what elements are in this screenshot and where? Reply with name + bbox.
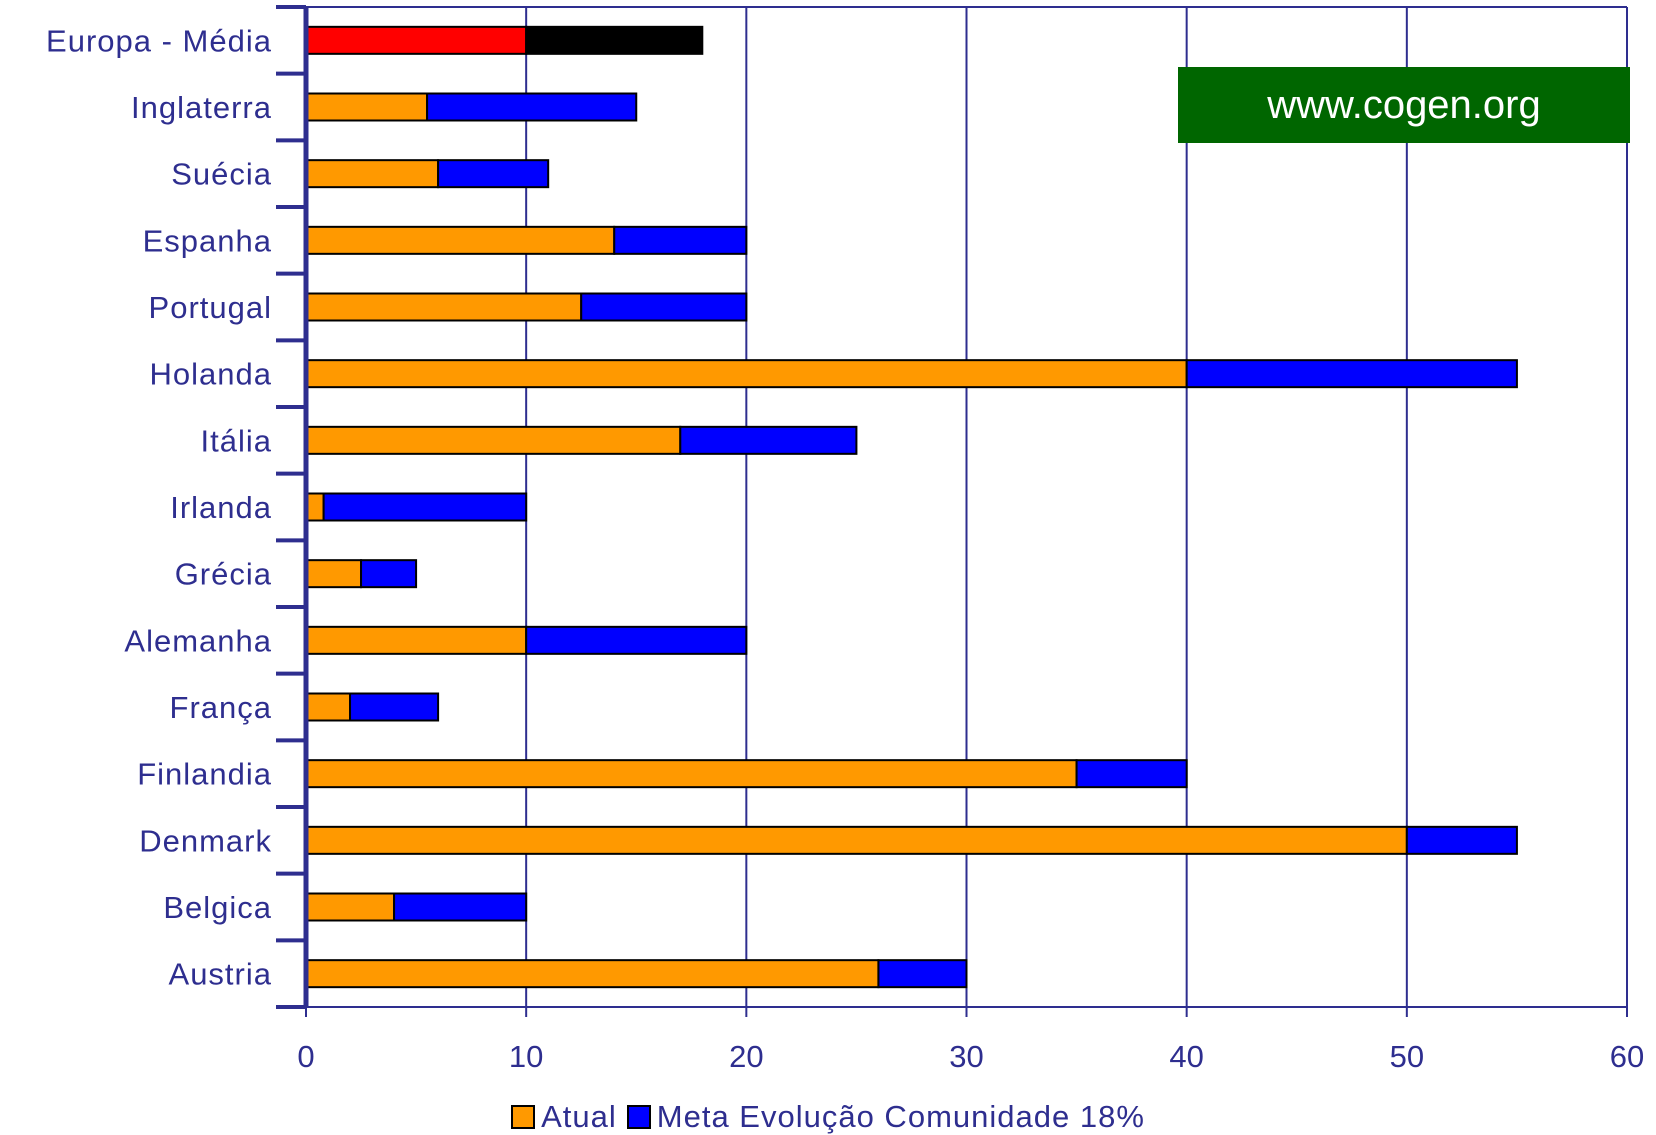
- bar-meta: [322, 492, 528, 522]
- bar-meta: [393, 892, 528, 922]
- bar-atual: [305, 759, 1078, 789]
- bar-meta: [426, 92, 638, 122]
- bar-atual: [305, 359, 1188, 389]
- y-tick-label: Portugal: [149, 290, 272, 325]
- bar-atual: [305, 25, 528, 55]
- bar-meta: [1185, 359, 1518, 389]
- bar-atual: [305, 159, 440, 189]
- bar-meta: [360, 559, 418, 589]
- x-tick-label: 50: [1390, 1039, 1424, 1074]
- bar-atual: [305, 292, 583, 322]
- bar-meta: [580, 292, 748, 322]
- legend-label-atual: Atual: [541, 1099, 617, 1134]
- x-tick-label: 0: [297, 1039, 314, 1074]
- y-tick-label: França: [170, 690, 272, 725]
- bar-meta: [349, 692, 440, 722]
- bar-atual: [305, 559, 363, 589]
- x-axis-labels: 0 10 20 30 40 50 60: [297, 1039, 1644, 1074]
- y-tick-label: Irlanda: [170, 490, 272, 525]
- bar-atual: [305, 92, 429, 122]
- y-tick-label: Denmark: [139, 823, 272, 858]
- axes: [276, 5, 1628, 1017]
- y-tick-label: Inglaterra: [131, 90, 272, 125]
- y-tick-label: Finlandia: [137, 757, 272, 792]
- bars: [305, 25, 1518, 989]
- bar-atual: [305, 892, 396, 922]
- bar-atual: [305, 225, 616, 255]
- bar-meta: [437, 159, 550, 189]
- bar-meta: [1405, 825, 1518, 855]
- legend-item-meta: Meta Evolução Comunidade 18%: [626, 1099, 1145, 1135]
- legend-label-meta: Meta Evolução Comunidade 18%: [656, 1099, 1145, 1134]
- legend: Atual Meta Evolução Comunidade 18%: [0, 1099, 1656, 1135]
- y-tick-label: Grécia: [175, 557, 272, 592]
- y-axis-labels: Europa - Média Inglaterra Suécia Espanha Por…: [46, 23, 272, 992]
- grid-lines: [306, 6, 1628, 1007]
- legend-swatch-atual: [511, 1105, 536, 1129]
- y-tick-label: Espanha: [143, 223, 272, 258]
- bar-meta: [877, 959, 968, 989]
- x-tick-label: 20: [729, 1039, 763, 1074]
- y-tick-label: Holanda: [150, 357, 272, 392]
- y-tick-label: Alemanha: [124, 623, 272, 658]
- y-tick-label: Belgica: [163, 890, 272, 925]
- bar-meta: [613, 225, 748, 255]
- website-banner: www.cogen.org: [1178, 67, 1630, 143]
- bar-atual: [305, 492, 325, 522]
- y-tick-label: Austria: [169, 957, 272, 992]
- y-tick-label: Itália: [201, 423, 272, 458]
- bar-atual: [305, 959, 880, 989]
- bar-atual: [305, 692, 352, 722]
- x-tick-label: 10: [509, 1039, 543, 1074]
- x-tick-label: 30: [949, 1039, 983, 1074]
- y-tick-label: Suécia: [171, 157, 272, 192]
- bar-meta: [679, 425, 858, 455]
- legend-swatch-meta: [626, 1105, 651, 1129]
- bar-meta: [1075, 759, 1188, 789]
- bar-atual: [305, 825, 1408, 855]
- bar-atual: [305, 425, 682, 455]
- legend-item-atual: Atual: [511, 1099, 617, 1135]
- x-tick-label: 60: [1610, 1039, 1644, 1074]
- y-tick-label: Europa - Média: [46, 23, 272, 58]
- bar-meta: [525, 25, 704, 55]
- bar-atual: [305, 625, 528, 655]
- x-tick-label: 40: [1169, 1039, 1203, 1074]
- bar-meta: [525, 625, 748, 655]
